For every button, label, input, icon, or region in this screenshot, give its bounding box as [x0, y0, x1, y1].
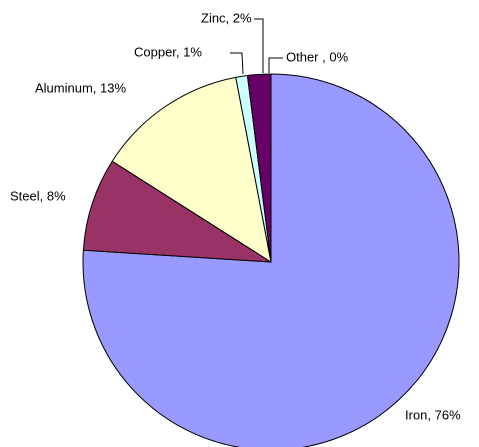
slice-label: Iron, 76%	[405, 407, 461, 422]
leader-line	[254, 18, 264, 73]
slice-label: Copper, 1%	[134, 44, 202, 59]
leader-line	[268, 57, 283, 73]
slice-label: Aluminum, 13%	[35, 80, 126, 95]
slice-label: Zinc, 2%	[201, 10, 252, 25]
slice-label: Steel, 8%	[10, 188, 66, 203]
leader-line	[230, 52, 244, 75]
slice-label: Other , 0%	[286, 49, 349, 64]
pie-slice	[82, 160, 272, 263]
pie-slice	[111, 76, 272, 264]
